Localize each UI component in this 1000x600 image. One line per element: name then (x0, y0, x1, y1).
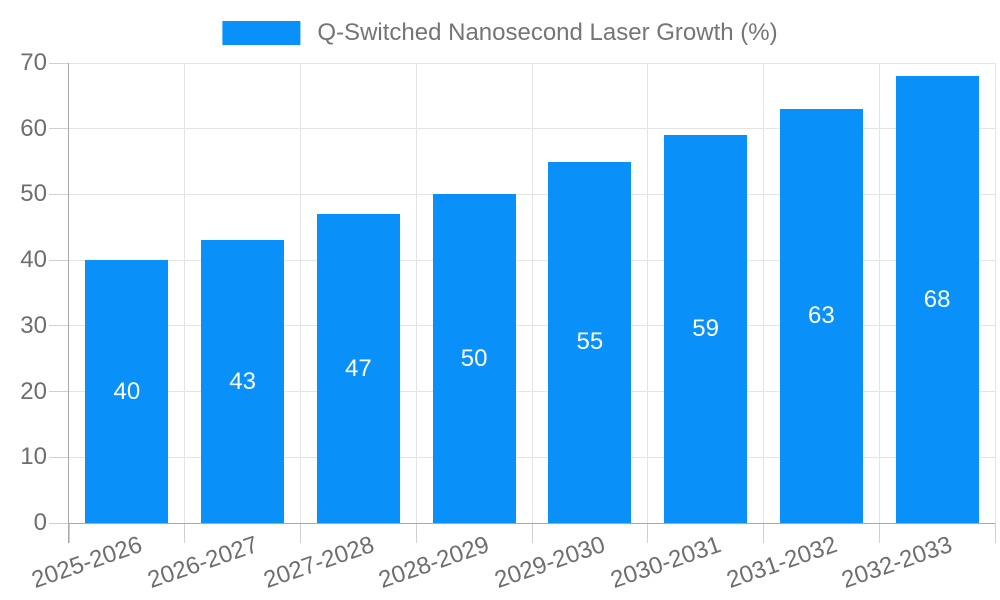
bar[interactable] (548, 161, 632, 523)
bar[interactable] (664, 135, 748, 523)
y-tick-label: 60 (20, 114, 47, 142)
y-tick (49, 128, 69, 130)
x-axis-label: 2031-2032 (722, 531, 841, 594)
y-tick (49, 391, 69, 393)
x-tick (531, 523, 533, 543)
gridline-vertical (647, 63, 649, 523)
bar[interactable] (85, 260, 169, 523)
gridline-vertical (878, 63, 880, 523)
x-tick (68, 523, 70, 543)
x-tick (763, 523, 764, 543)
bar-value-label: 43 (229, 367, 256, 395)
x-axis-label: 2029-2030 (491, 531, 609, 594)
bar-value-label: 47 (345, 354, 372, 382)
x-axis-label: 2026-2027 (144, 531, 262, 594)
y-tick-label: 0 (33, 509, 47, 536)
y-tick (49, 522, 69, 524)
bar[interactable] (779, 109, 863, 523)
bar-value-label: 50 (460, 344, 488, 372)
y-tick (49, 259, 69, 261)
bar[interactable] (432, 194, 516, 523)
x-tick (647, 523, 649, 543)
bar-value-label: 68 (923, 285, 951, 313)
gridline-vertical (415, 63, 417, 523)
y-tick (49, 193, 69, 195)
x-tick (878, 523, 880, 543)
legend-swatch-icon (222, 21, 301, 45)
x-tick (415, 523, 417, 543)
y-axis-line (68, 63, 69, 543)
bar[interactable] (895, 76, 979, 523)
y-tick-label: 20 (20, 377, 47, 405)
bar-value-label: 63 (808, 302, 835, 329)
y-tick (49, 456, 69, 458)
y-tick-label: 30 (20, 311, 47, 339)
bar-value-label: 55 (576, 328, 604, 356)
bar-value-label: 59 (692, 315, 719, 343)
y-tick (49, 62, 69, 64)
x-axis-label: 2028-2029 (375, 531, 493, 594)
y-tick-label: 70 (20, 49, 47, 76)
y-tick (49, 325, 69, 327)
y-tick-label: 50 (20, 180, 47, 208)
y-tick-label: 40 (20, 246, 47, 274)
chart-legend[interactable]: Q-Switched Nanosecond Laser Growth (%) (222, 19, 778, 47)
x-axis-label: 2030-2031 (607, 531, 725, 594)
x-axis-label: 2032-2033 (838, 531, 956, 594)
gridline-vertical (994, 63, 996, 523)
x-axis-line (68, 523, 995, 524)
x-axis-label: 2025-2026 (28, 531, 146, 594)
bar[interactable] (316, 214, 400, 523)
legend-label: Q-Switched Nanosecond Laser Growth (%) (317, 19, 778, 46)
gridline-vertical (531, 63, 533, 523)
x-tick (300, 523, 301, 543)
bar-value-label: 40 (113, 377, 141, 405)
gridline-vertical (300, 63, 301, 523)
bar[interactable] (201, 240, 285, 523)
y-tick-label: 10 (20, 443, 47, 471)
gridline-vertical (763, 63, 764, 523)
gridline-vertical (184, 63, 186, 523)
x-tick (184, 523, 186, 543)
x-tick (994, 523, 996, 543)
x-axis-label: 2027-2028 (259, 531, 378, 594)
